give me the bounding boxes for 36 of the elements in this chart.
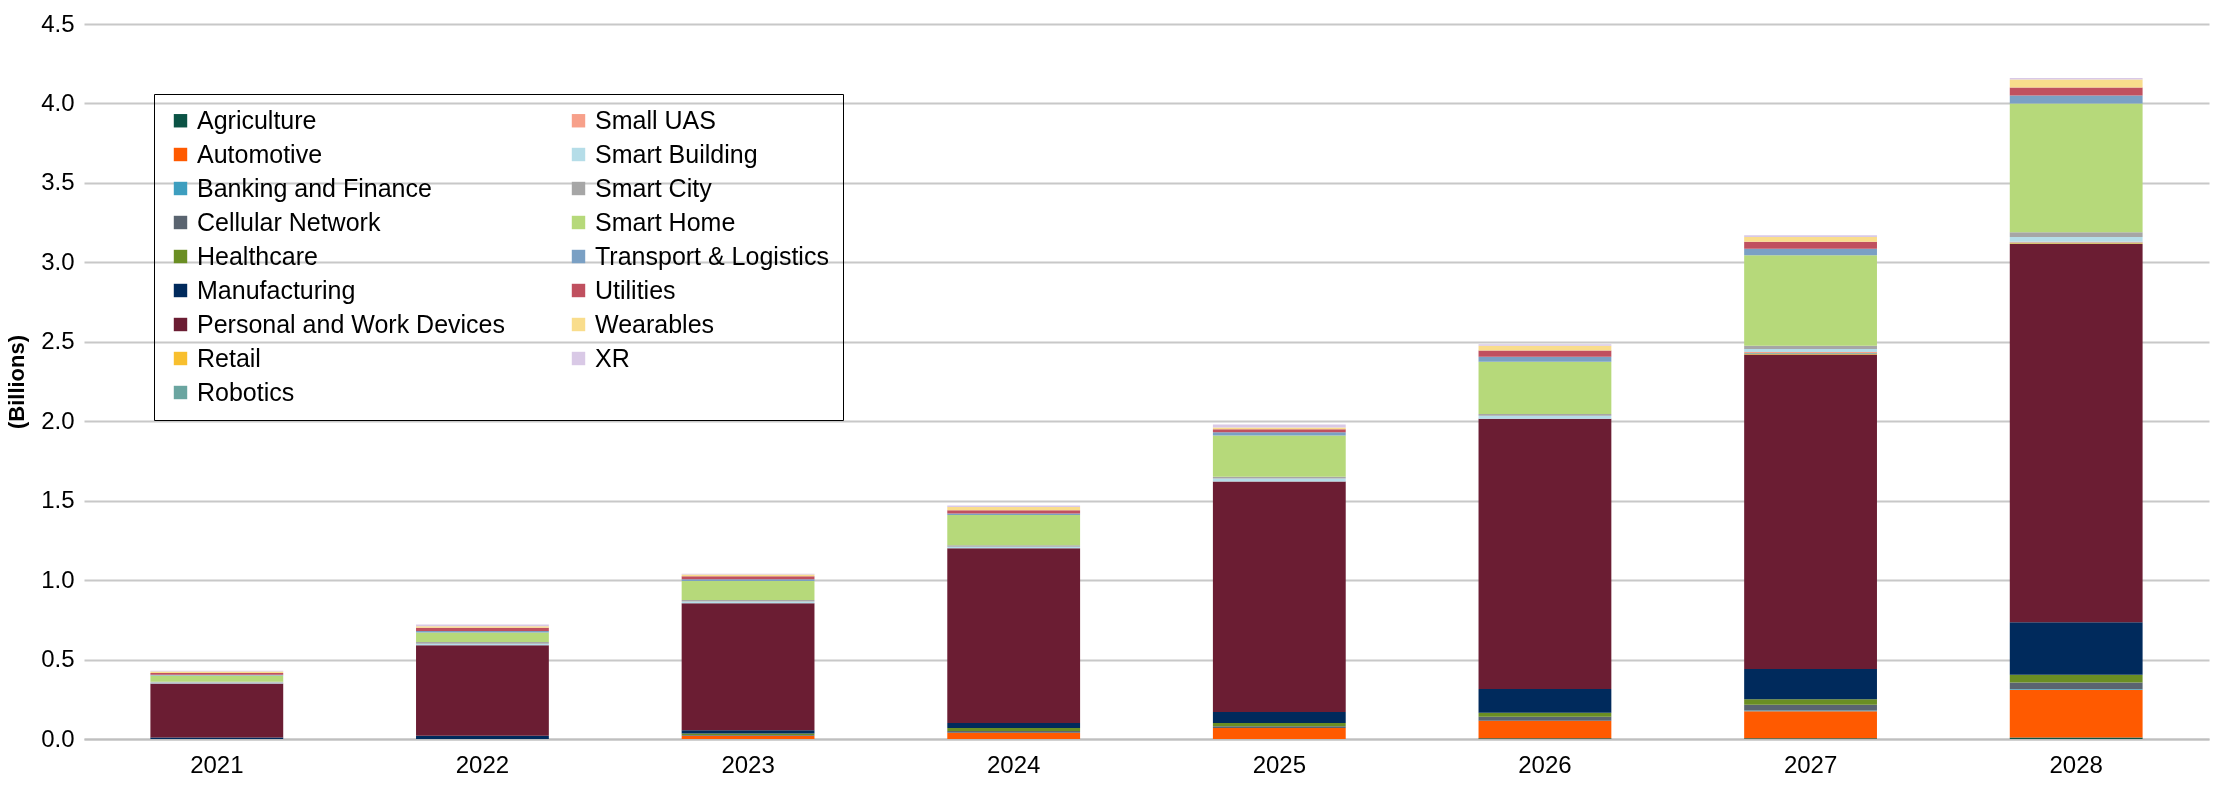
x-tick-label: 2026 bbox=[1518, 750, 1572, 778]
x-tick-label: 2023 bbox=[721, 750, 775, 778]
legend-label: Robotics bbox=[197, 377, 295, 406]
legend-label: Small UAS bbox=[595, 105, 716, 134]
legend-label: Cellular Network bbox=[197, 207, 381, 236]
y-tick-label: 3.0 bbox=[41, 247, 75, 275]
y-axis-title: (Billions) bbox=[4, 334, 30, 430]
legend-label: Utilities bbox=[595, 275, 676, 304]
y-tick-label: 2.0 bbox=[41, 406, 75, 434]
y-tick-label: 4.5 bbox=[41, 9, 75, 37]
x-tick-label: 2024 bbox=[986, 750, 1041, 778]
x-tick-label: 2025 bbox=[1252, 750, 1307, 778]
y-tick-label: 0.0 bbox=[41, 724, 75, 752]
legend-label: Healthcare bbox=[197, 241, 318, 270]
legend-label: Banking and Finance bbox=[197, 173, 432, 202]
y-tick-label: 1.0 bbox=[41, 565, 75, 593]
legend-label: Manufacturing bbox=[197, 275, 356, 304]
legend-label: Smart Building bbox=[595, 139, 758, 168]
y-tick-label: 4.0 bbox=[41, 88, 75, 116]
x-tick-label: 2022 bbox=[455, 750, 510, 778]
y-tick-label: 3.5 bbox=[41, 168, 75, 196]
legend-label: Smart Home bbox=[595, 207, 736, 236]
legend-label: Automotive bbox=[197, 139, 323, 168]
legend-label: Agriculture bbox=[197, 105, 317, 134]
legend-label: XR bbox=[595, 343, 630, 372]
legend-label: Transport & Logistics bbox=[595, 241, 829, 270]
legend-label: Wearables bbox=[595, 309, 715, 338]
legend-label: Retail bbox=[197, 343, 261, 372]
legend-label: Smart City bbox=[595, 173, 713, 202]
y-tick-label: 1.5 bbox=[41, 486, 75, 514]
x-tick-label: 2021 bbox=[190, 750, 244, 778]
legend-label: Personal and Work Devices bbox=[197, 309, 506, 338]
x-tick-label: 2027 bbox=[1783, 750, 1838, 778]
x-tick-label: 2028 bbox=[2049, 750, 2103, 778]
y-tick-label: 2.5 bbox=[41, 327, 75, 355]
y-tick-label: 0.5 bbox=[41, 645, 75, 673]
